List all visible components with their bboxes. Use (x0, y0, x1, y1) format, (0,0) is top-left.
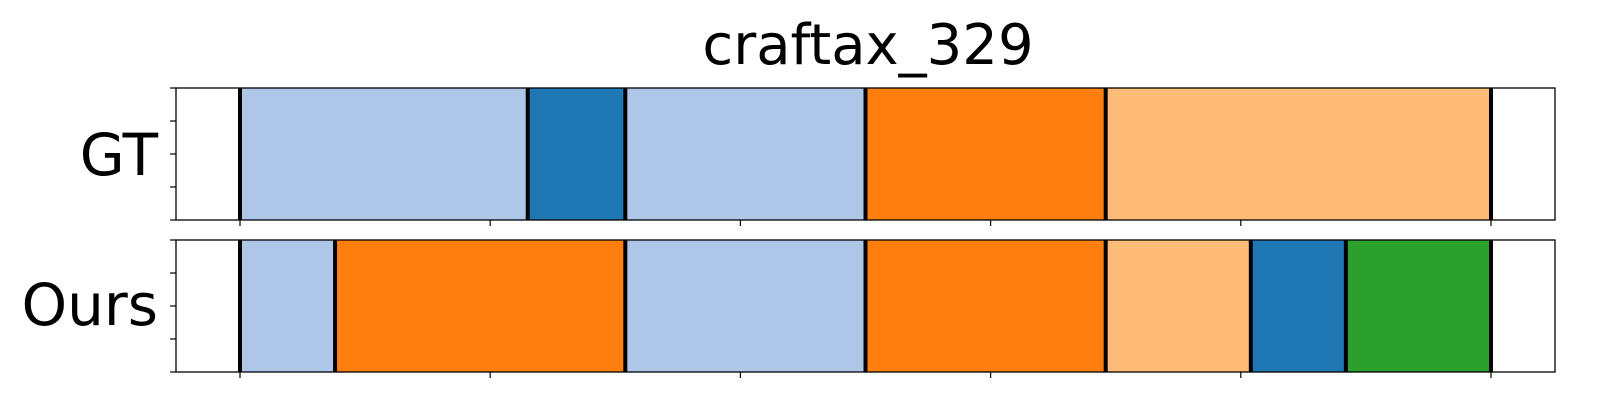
row-label-ours: Ours (22, 271, 158, 339)
segment-ours-4 (1105, 240, 1251, 372)
segment-ours-1 (335, 240, 626, 372)
segment-gt-2 (625, 88, 866, 220)
row-label-gt: GT (80, 121, 159, 189)
segment-gt-4 (1105, 88, 1491, 220)
segment-gt-3 (865, 88, 1106, 220)
segment-gt-0 (240, 88, 528, 220)
segment-ours-6 (1345, 240, 1491, 372)
segment-ours-0 (240, 240, 336, 372)
chart-title: craftax_329 (702, 13, 1033, 78)
segment-ours-2 (625, 240, 866, 372)
segment-ours-3 (865, 240, 1106, 372)
segment-ours-5 (1250, 240, 1346, 372)
segment-gt-1 (527, 88, 626, 220)
